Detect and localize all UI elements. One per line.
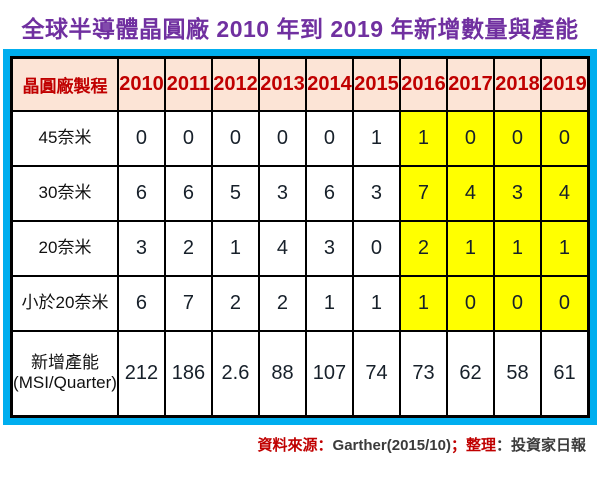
value-cell: 107 xyxy=(304,330,354,417)
table-row: 20奈米 3 2 1 4 3 0 2 1 1 1 xyxy=(10,220,590,277)
value-cell: 0 xyxy=(351,220,401,277)
table-row: 30奈米 6 6 5 3 6 3 7 4 3 4 xyxy=(10,165,590,222)
value-cell: 62 xyxy=(445,330,495,417)
value-cell: 73 xyxy=(398,330,448,417)
year-header-cell: 2011 xyxy=(163,56,213,112)
value-cell: 212 xyxy=(116,330,166,417)
value-cell: 6 xyxy=(116,275,166,332)
value-cell: 7 xyxy=(398,165,448,222)
value-cell: 58 xyxy=(492,330,542,417)
value-cell: 1 xyxy=(539,220,590,277)
year-header-cell: 2013 xyxy=(257,56,307,112)
value-cell: 0 xyxy=(539,110,590,167)
value-cell: 1 xyxy=(351,110,401,167)
value-cell: 61 xyxy=(539,330,590,417)
value-cell: 4 xyxy=(257,220,307,277)
source-text-segment: 資料來源： xyxy=(257,436,333,454)
source-note: 資料來源：Garther(2015/10)；整理：投資家日報 xyxy=(0,434,600,455)
year-header-cell: 2018 xyxy=(492,56,542,112)
value-cell: 0 xyxy=(304,110,354,167)
year-header-cell: 2015 xyxy=(351,56,401,112)
value-cell: 0 xyxy=(539,275,590,332)
row-label: 45奈米 xyxy=(10,110,119,167)
value-cell: 7 xyxy=(163,275,213,332)
year-header-cell: 2014 xyxy=(304,56,354,112)
table-header: 晶圓廠製程 2010 2011 2012 2013 2014 2015 2016 2017 201… xyxy=(10,56,590,112)
source-text-segment: Garther(2015/10) xyxy=(332,436,451,454)
value-cell: 0 xyxy=(492,110,542,167)
value-cell: 3 xyxy=(116,220,166,277)
value-cell: 0 xyxy=(492,275,542,332)
value-cell: 1 xyxy=(304,275,354,332)
year-header-cell: 2016 xyxy=(398,56,448,112)
value-cell: 0 xyxy=(210,110,260,167)
source-text-segment: ； xyxy=(450,436,466,454)
value-cell: 88 xyxy=(257,330,307,417)
value-cell: 4 xyxy=(539,165,590,222)
value-cell: 74 xyxy=(351,330,401,417)
row-label: 30奈米 xyxy=(10,165,119,222)
value-cell: 1 xyxy=(210,220,260,277)
source-text-segment: ：投資家日報 xyxy=(495,436,586,454)
table-row: 小於20奈米 6 7 2 2 1 1 1 0 0 0 xyxy=(10,275,590,332)
value-cell: 2 xyxy=(210,275,260,332)
year-header-cell: 2019 xyxy=(539,56,590,112)
source-text-segment: 整理 xyxy=(465,436,496,454)
year-header-cell: 2012 xyxy=(210,56,260,112)
table-row: 新增產能 (MSI/Quarter) 212 186 2.6 88 107 74 73 62 58… xyxy=(10,330,590,417)
row-label: 20奈米 xyxy=(10,220,119,277)
value-cell: 3 xyxy=(492,165,542,222)
header-row: 晶圓廠製程 2010 2011 2012 2013 2014 2015 2016 2017 201… xyxy=(10,56,590,112)
value-cell: 3 xyxy=(351,165,401,222)
value-cell: 186 xyxy=(163,330,213,417)
value-cell: 0 xyxy=(116,110,166,167)
value-cell: 5 xyxy=(210,165,260,222)
value-cell: 1 xyxy=(492,220,542,277)
value-cell: 6 xyxy=(304,165,354,222)
value-cell: 2 xyxy=(398,220,448,277)
value-cell: 2.6 xyxy=(210,330,260,417)
value-cell: 0 xyxy=(445,110,495,167)
year-header-cell: 2017 xyxy=(445,56,495,112)
process-column-header: 晶圓廠製程 xyxy=(10,56,119,112)
row-label: 小於20奈米 xyxy=(10,275,119,332)
table-row: 45奈米 0 0 0 0 0 1 1 0 0 0 xyxy=(10,110,590,167)
value-cell: 0 xyxy=(163,110,213,167)
table-frame: 晶圓廠製程 2010 2011 2012 2013 2014 2015 2016 2017 201… xyxy=(3,49,597,425)
value-cell: 2 xyxy=(163,220,213,277)
value-cell: 4 xyxy=(445,165,495,222)
table-body: 45奈米 0 0 0 0 0 1 1 0 0 0 30奈米 6 6 5 3 6 3 7 4 3 4 20奈米 3 2 1 4 3 0 2 1… xyxy=(10,110,590,417)
value-cell: 3 xyxy=(304,220,354,277)
value-cell: 2 xyxy=(257,275,307,332)
value-cell: 6 xyxy=(163,165,213,222)
value-cell: 1 xyxy=(398,110,448,167)
row-label: 新增產能 (MSI/Quarter) xyxy=(10,330,119,417)
page-title: 全球半導體晶圓廠 2010 年到 2019 年新增數量與產能 xyxy=(21,16,579,42)
value-cell: 0 xyxy=(257,110,307,167)
value-cell: 0 xyxy=(445,275,495,332)
value-cell: 1 xyxy=(445,220,495,277)
value-cell: 1 xyxy=(398,275,448,332)
value-cell: 3 xyxy=(257,165,307,222)
value-cell: 1 xyxy=(351,275,401,332)
fab-data-table: 晶圓廠製程 2010 2011 2012 2013 2014 2015 2016 2017 201… xyxy=(10,56,590,418)
year-header-cell: 2010 xyxy=(116,56,166,112)
value-cell: 6 xyxy=(116,165,166,222)
